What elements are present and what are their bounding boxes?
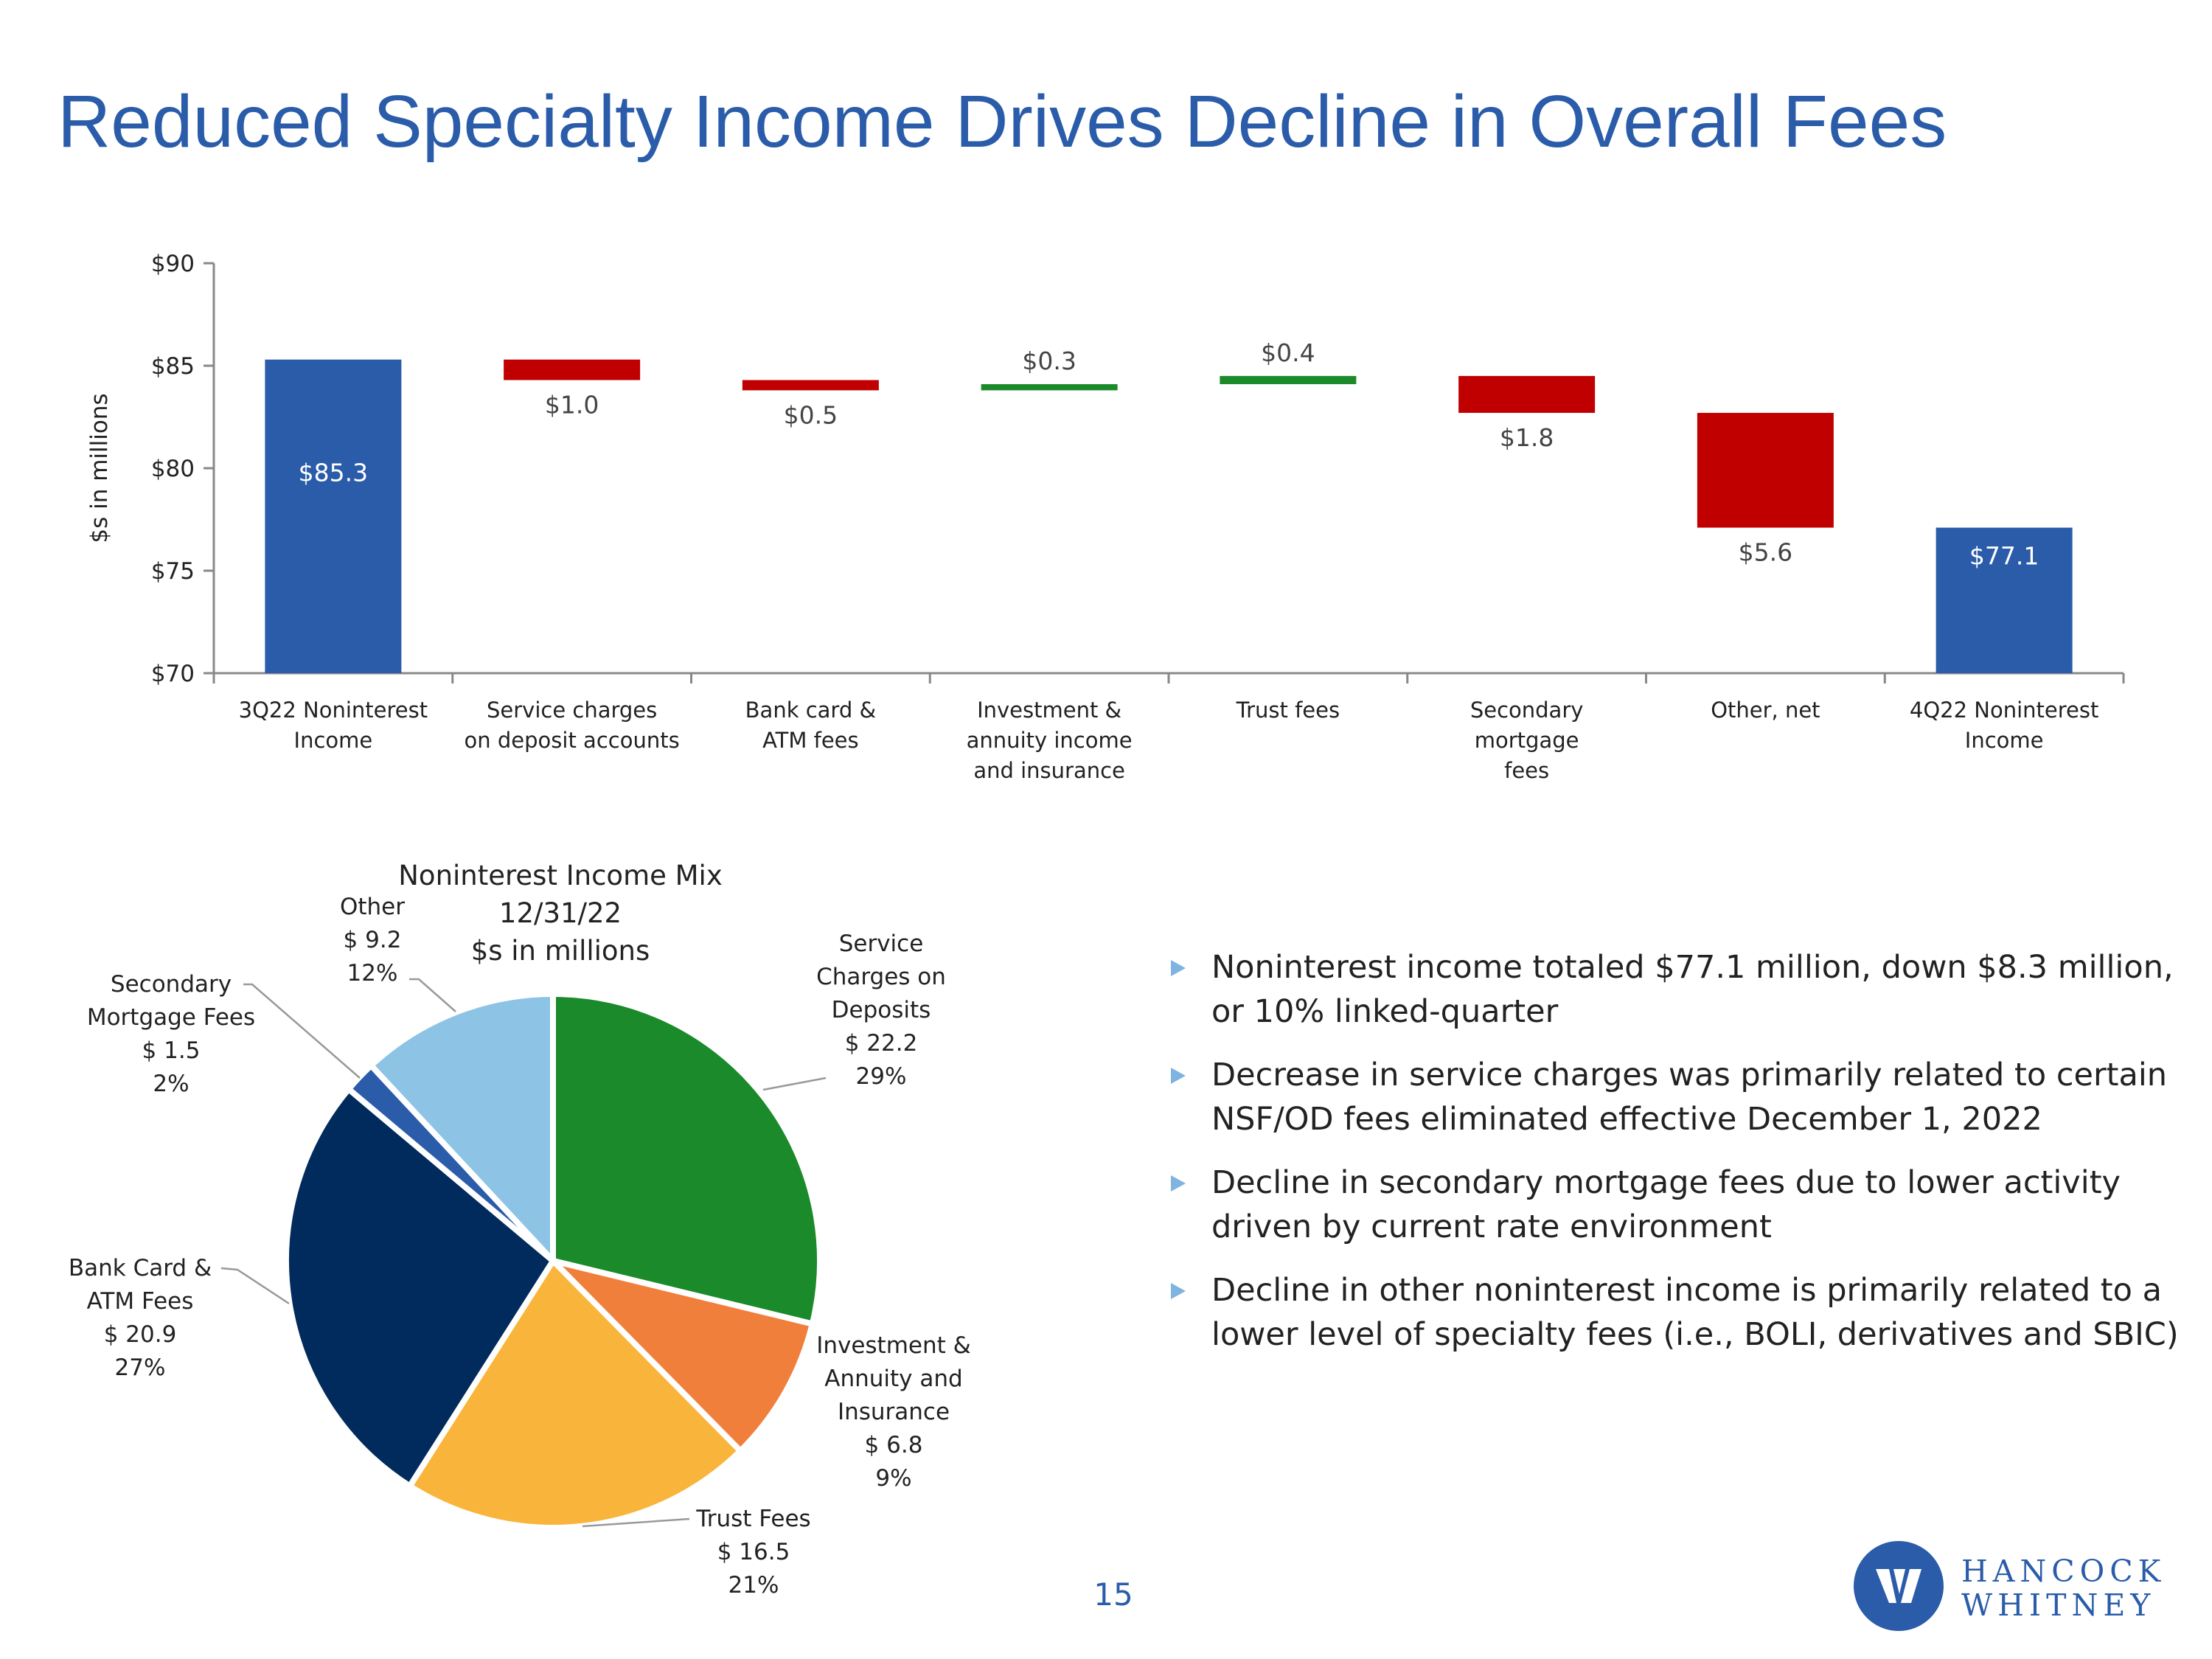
waterfall-bar [1220, 375, 1357, 385]
bullet-item: Decline in secondary mortgage fees due t… [1171, 1161, 2188, 1249]
category-label: Service charges on deposit accounts [465, 698, 680, 753]
category-label: Other, net [1711, 698, 1820, 723]
y-tick-label: $80 [151, 456, 195, 482]
pie-slice-label: Secondary Mortgage Fees $ 1.5 2% [87, 971, 255, 1097]
y-tick-label: $75 [151, 558, 195, 585]
bullet-text: Decrease in service charges was primaril… [1211, 1057, 2168, 1138]
bullet-item: Decrease in service charges was primaril… [1171, 1053, 2188, 1141]
bar-value-label: $0.3 [1022, 347, 1076, 375]
pie-slice-label: Investment & Annuity and Insurance $ 6.8 9% [816, 1332, 971, 1492]
leader-line [220, 1267, 290, 1305]
category-label: 3Q22 Noninterest Income [239, 698, 428, 753]
y-tick-label: $70 [151, 661, 195, 687]
waterfall-bar [1935, 527, 2073, 673]
brand-line-2: WHITNEY [1961, 1587, 2156, 1623]
hancock-whitney-logo-icon [1854, 1541, 1944, 1631]
bar-value-label: $1.0 [545, 390, 599, 419]
bullet-text: Noninterest income totaled $77.1 million… [1211, 949, 2174, 1030]
pie-slice [550, 1258, 815, 1454]
bar-value-label: $1.8 [1500, 423, 1554, 452]
bar-value-label: $0.4 [1261, 338, 1315, 367]
bar-value-label: $0.5 [784, 400, 838, 429]
waterfall-bar [1458, 375, 1596, 413]
bullet-text: Decline in secondary mortgage fees due t… [1211, 1164, 2121, 1245]
category-label: Investment & annuity income and insurance [967, 698, 1133, 783]
waterfall-bar [265, 359, 402, 673]
waterfall-bar [981, 384, 1118, 391]
triangle-bullet-icon [1171, 960, 1186, 976]
bar-value-label: $5.6 [1739, 538, 1792, 567]
pie-slice-label: Trust Fees $ 16.5 21% [695, 1506, 810, 1599]
pie-slice-label: Bank Card & ATM Fees $ 20.9 27% [69, 1255, 212, 1381]
triangle-bullet-icon [1171, 1283, 1186, 1299]
category-label: Secondary mortgage fees [1470, 698, 1584, 783]
bullet-text: Decline in other noninterest income is p… [1211, 1272, 2179, 1353]
pie-slice-label: Service Charges on Deposits $ 22.2 29% [816, 931, 946, 1090]
brand-wordmark: HANCOCK WHITNEY [1961, 1554, 2166, 1622]
y-axis-label: $s in millions [86, 393, 113, 543]
bar-value-label: $77.1 [1969, 542, 2039, 571]
pie-slice [368, 991, 556, 1264]
triangle-bullet-icon [1171, 1068, 1186, 1084]
waterfall-chart: $s in millions $70 $75 $80 $85 $90 $85.3 3Q22 N… [86, 251, 2125, 783]
pie-slice [406, 1258, 744, 1531]
triangle-bullet-icon [1171, 1175, 1186, 1192]
pie-slice-label: Other $ 9.2 12% [340, 894, 405, 987]
bullet-item: Noninterest income totaled $77.1 million… [1171, 945, 2188, 1034]
bar-value-label: $85.3 [299, 459, 368, 487]
leader-line [762, 1077, 827, 1091]
leader-line [243, 983, 361, 1079]
waterfall-bar [504, 359, 641, 380]
category-label: Trust fees [1236, 698, 1340, 723]
waterfall-bar [742, 380, 879, 391]
category-label: 4Q22 Noninterest Income [1910, 698, 2098, 753]
leader-line [409, 978, 456, 1012]
bullet-item: Decline in other noninterest income is p… [1171, 1268, 2188, 1357]
income-mix-pie-chart: Noninterest Income Mix 12/31/22 $s in mill… [69, 860, 971, 1599]
category-label: Bank card & ATM fees [745, 698, 876, 753]
waterfall-bar [1697, 412, 1834, 528]
y-tick-label: $90 [151, 251, 195, 277]
y-tick-label: $85 [151, 353, 195, 380]
page-title: Reduced Specialty Income Drives Decline … [58, 80, 1947, 163]
brand-line-1: HANCOCK [1961, 1554, 2166, 1589]
pie-slice [283, 1086, 556, 1489]
key-points-list: Noninterest income totaled $77.1 million… [1171, 945, 2188, 1376]
leader-line [582, 1517, 690, 1528]
pie-title: Noninterest Income Mix 12/31/22 $s in mill… [398, 860, 722, 967]
pie-slice [550, 991, 823, 1327]
page-number: 15 [1093, 1576, 1133, 1613]
